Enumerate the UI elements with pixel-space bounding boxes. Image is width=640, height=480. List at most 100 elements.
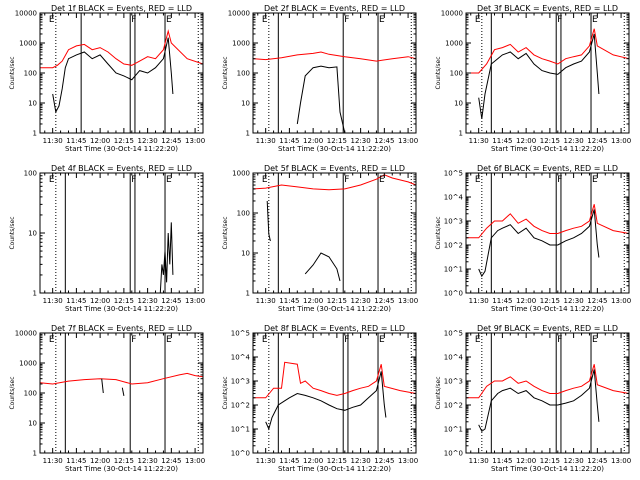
x-tick-label: 11:45 bbox=[492, 297, 512, 305]
marker-label: F bbox=[557, 15, 562, 25]
plot-frame bbox=[252, 12, 417, 134]
lld-series-line bbox=[466, 28, 630, 74]
plot-frame bbox=[39, 332, 204, 454]
y-tick-label: 1 bbox=[459, 130, 463, 138]
x-tick-label: 12:15 bbox=[327, 297, 347, 305]
detector-panel: E F E 1 10 100 1000 10000 11:30 11:45 12:00 12:15 12… bbox=[222, 4, 418, 153]
marker-label: E bbox=[166, 15, 172, 25]
y-tick-label: 1000 bbox=[445, 40, 463, 48]
y-tick-label: 10^5 bbox=[231, 330, 250, 338]
x-tick-label: 11:45 bbox=[66, 457, 86, 465]
x-tick-label: 12:30 bbox=[351, 457, 371, 465]
x-axis-title: Start Time (30-Oct-14 11:22:20) bbox=[491, 305, 604, 313]
marker-label: E bbox=[475, 335, 481, 345]
y-axis-title: Counts/sec bbox=[222, 216, 229, 249]
y-tick-label: 1 bbox=[33, 290, 37, 298]
events-series-line bbox=[266, 200, 271, 242]
y-tick-label: 10^4 bbox=[444, 194, 464, 202]
x-axis-title: Start Time (30-Oct-14 11:22:20) bbox=[278, 145, 391, 153]
marker-label: E bbox=[49, 175, 55, 185]
x-axis-title: Start Time (30-Oct-14 11:22:20) bbox=[278, 465, 391, 473]
x-tick-label: 11:45 bbox=[279, 297, 299, 305]
y-tick-label: 10^5 bbox=[444, 330, 463, 338]
marker-label: E bbox=[475, 15, 481, 25]
lld-series-line bbox=[253, 361, 417, 399]
x-tick-label: 12:00 bbox=[90, 137, 110, 145]
detector-panel: E F E 1 10 100 11:30 11:45 12:00 12:15 12:30 12:45 1… bbox=[9, 164, 205, 313]
y-tick-label: 10^1 bbox=[444, 266, 463, 274]
lld-series-line bbox=[252, 51, 417, 62]
lld-series-line bbox=[40, 29, 204, 69]
detector-panel: E F E 10^0 10^1 10^2 10^3 10^4 10^5 11:30 11:45 12:… bbox=[222, 324, 418, 473]
x-tick-label: 12:00 bbox=[516, 137, 536, 145]
y-tick-label: 10^3 bbox=[231, 378, 250, 386]
x-tick-label: 12:45 bbox=[587, 457, 607, 465]
x-tick-label: 12:15 bbox=[540, 457, 560, 465]
x-tick-label: 12:30 bbox=[138, 137, 158, 145]
x-tick-label: 12:30 bbox=[564, 297, 584, 305]
y-tick-label: 10000 bbox=[15, 10, 37, 18]
x-tick-label: 12:30 bbox=[138, 297, 158, 305]
panel-title: Det 1f BLACK = Events, RED = LLD bbox=[51, 4, 192, 13]
y-tick-label: 10 bbox=[241, 250, 250, 258]
x-tick-label: 12:15 bbox=[114, 137, 134, 145]
x-tick-label: 11:30 bbox=[256, 137, 276, 145]
y-tick-label: 1 bbox=[246, 130, 250, 138]
y-tick-label: 1000 bbox=[232, 40, 250, 48]
x-tick-label: 12:30 bbox=[351, 297, 371, 305]
y-tick-label: 10 bbox=[28, 230, 37, 238]
lld-series-line bbox=[39, 372, 204, 385]
x-tick-label: 11:45 bbox=[492, 457, 512, 465]
y-axis-title: Counts/sec bbox=[9, 376, 16, 409]
y-tick-label: 10^2 bbox=[231, 402, 250, 410]
detector-panel: E F E 1 10 100 1000 10000 11:30 11:45 12:00 12:15 12… bbox=[435, 4, 631, 153]
x-tick-label: 11:45 bbox=[279, 137, 299, 145]
lld-series-line bbox=[252, 174, 417, 191]
marker-label: F bbox=[344, 335, 349, 345]
x-tick-label: 12:30 bbox=[564, 137, 584, 145]
x-tick-label: 11:30 bbox=[43, 297, 63, 305]
marker-label: E bbox=[262, 15, 268, 25]
lld-series-line bbox=[466, 204, 630, 239]
marker-label: E bbox=[592, 175, 598, 185]
plot-frame bbox=[252, 172, 417, 294]
x-axis-title: Start Time (30-Oct-14 11:22:20) bbox=[278, 305, 391, 313]
events-series-line bbox=[265, 371, 387, 431]
x-tick-label: 11:30 bbox=[469, 457, 489, 465]
x-tick-label: 12:45 bbox=[161, 297, 181, 305]
x-axis-title: Start Time (30-Oct-14 11:22:20) bbox=[491, 145, 604, 153]
x-tick-label: 11:30 bbox=[43, 457, 63, 465]
x-tick-label: 13:00 bbox=[398, 457, 418, 465]
x-tick-label: 11:30 bbox=[256, 297, 276, 305]
x-tick-label: 12:30 bbox=[351, 137, 371, 145]
x-tick-label: 12:15 bbox=[114, 457, 134, 465]
events-series-line bbox=[478, 369, 600, 433]
panel-title: Det 7f BLACK = Events, RED = LLD bbox=[51, 324, 192, 333]
x-tick-label: 13:00 bbox=[398, 137, 418, 145]
y-tick-label: 10^0 bbox=[231, 450, 250, 458]
detector-panel: E F E 1 10 100 1000 10000 11:30 11:45 12:00 12:15 12… bbox=[9, 4, 205, 153]
y-axis-title: Counts/sec bbox=[222, 376, 229, 409]
plot-frame bbox=[252, 332, 417, 454]
y-tick-label: 10000 bbox=[228, 10, 250, 18]
y-tick-label: 10^1 bbox=[444, 426, 463, 434]
x-tick-label: 12:45 bbox=[374, 137, 394, 145]
marker-label: F bbox=[131, 15, 136, 25]
x-tick-label: 11:30 bbox=[43, 137, 63, 145]
y-tick-label: 10 bbox=[28, 100, 37, 108]
x-tick-label: 12:00 bbox=[303, 137, 323, 145]
marker-label: F bbox=[557, 335, 562, 345]
x-tick-label: 12:45 bbox=[374, 457, 394, 465]
y-tick-label: 10000 bbox=[15, 330, 37, 338]
marker-label: E bbox=[262, 335, 268, 345]
panel-title: Det 4f BLACK = Events, RED = LLD bbox=[51, 164, 192, 173]
marker-label: E bbox=[379, 15, 385, 25]
events-series-line bbox=[304, 252, 341, 282]
marker-label: F bbox=[344, 15, 349, 25]
events-series-line bbox=[478, 33, 600, 119]
y-tick-label: 100 bbox=[24, 70, 37, 78]
x-tick-label: 12:30 bbox=[138, 457, 158, 465]
plot-frame bbox=[465, 12, 630, 134]
y-tick-label: 10000 bbox=[441, 10, 463, 18]
